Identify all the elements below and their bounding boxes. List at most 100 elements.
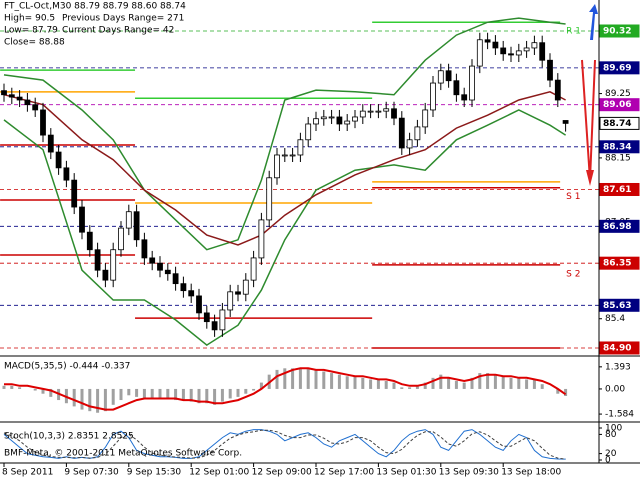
candle-body (414, 126, 421, 141)
level-label: S 2 (566, 269, 580, 279)
candle-body (320, 116, 327, 120)
candle-body (523, 47, 530, 52)
candle-body (110, 249, 117, 281)
candle-body (164, 269, 171, 275)
time-label: 13 Sep 18:00 (501, 468, 561, 478)
copyright: BMF-Meta, © 2001-2011 MetaQuotes Softwar… (4, 449, 242, 459)
candle-body (453, 80, 460, 96)
stoch-line (3, 429, 566, 460)
macd-bar (353, 376, 357, 389)
up-arrow (589, 4, 598, 40)
macd-bar (532, 379, 536, 389)
macd-bar (314, 369, 318, 389)
macd-bar (345, 376, 349, 389)
y-tick-label: -1.584 (605, 410, 634, 420)
time-label: 12 Sep 01:00 (189, 468, 249, 478)
header-text: Close= 88.88 (4, 38, 65, 48)
candle-body (445, 70, 452, 82)
candle-body (125, 211, 132, 229)
macd-bar (501, 376, 505, 389)
macd-bar (439, 374, 443, 389)
candle-body (1, 90, 7, 96)
candle-body (63, 167, 70, 181)
y-tick-label: 85.4 (605, 314, 625, 324)
plot-layer: R 1 S 1 S 2 (0, 17, 599, 460)
price-label: 86.98 (603, 222, 631, 232)
macd-bar (41, 388, 45, 394)
candle-body (16, 96, 23, 101)
y-tick-label: 1.393 (605, 362, 631, 372)
header-text: Low= 87.79 (4, 26, 58, 36)
price-label-box (599, 98, 640, 112)
macd-bar (49, 388, 53, 397)
candle-body (172, 273, 179, 285)
time-label: 12 Sep 09:00 (252, 468, 312, 478)
candle-body (359, 110, 366, 118)
candle-body (375, 110, 382, 113)
macd-bar (119, 388, 123, 401)
macd-bar (330, 373, 334, 389)
price-label: 87.61 (603, 185, 631, 195)
macd-bar (400, 387, 404, 389)
macd-bar (384, 381, 388, 389)
down-arrow-head (586, 170, 594, 186)
candle-body (305, 123, 312, 141)
candle-body (203, 312, 210, 323)
time-label: 13 Sep 09:30 (439, 468, 499, 478)
candle-body (554, 79, 561, 101)
macd-bar (150, 388, 154, 399)
macd-bar (174, 388, 178, 401)
macd-bar (88, 388, 92, 412)
macd-bar (376, 379, 380, 389)
candle-body (219, 309, 226, 331)
macd-bar (306, 368, 310, 389)
candle-body (157, 262, 163, 271)
price-label-box (599, 298, 640, 312)
candle-body (406, 139, 413, 149)
candle-body (235, 291, 241, 295)
macd-bar (213, 388, 217, 405)
y-tick-label: 100 (605, 424, 622, 434)
header-text: Current Days Range= 42 (62, 26, 174, 36)
candle-body (476, 39, 483, 67)
macd-bar (228, 388, 232, 399)
price-label: 84.90 (603, 343, 631, 353)
macd-bar (454, 381, 458, 389)
candle-body (352, 116, 358, 122)
candle-body (461, 94, 468, 101)
candle-body (508, 53, 514, 56)
macd-bar (462, 382, 466, 389)
macd-bar (111, 388, 115, 405)
macd-bar (283, 368, 287, 389)
candle-body (500, 47, 507, 55)
macd-bar (478, 373, 482, 389)
macd-bar (244, 388, 248, 394)
macd-bar (322, 371, 326, 389)
y-tick-label: 0 (605, 456, 611, 466)
macd-bar (103, 388, 107, 412)
candle-body (47, 134, 54, 153)
macd-bar (564, 388, 568, 396)
stoch-line (3, 429, 566, 460)
macd-bar (2, 385, 6, 389)
candle-body (430, 82, 436, 111)
time-label: 13 Sep 01:30 (376, 468, 436, 478)
candle-body (274, 154, 280, 179)
time-label: 9 Sep 07:30 (64, 468, 119, 478)
time-label: 8 Sep 2011 (2, 468, 53, 478)
candle-body (297, 139, 304, 156)
candle-body (531, 42, 538, 49)
candle-body (383, 108, 390, 112)
candle-body (562, 120, 569, 124)
price-label: 86.35 (603, 259, 631, 269)
candle-body (515, 50, 522, 56)
macd-bar (291, 368, 295, 389)
candle-body (79, 206, 85, 233)
price-label: 89.69 (603, 63, 631, 73)
candle-body (196, 295, 202, 314)
candle-body (539, 42, 546, 61)
price-label-box (599, 140, 640, 154)
price-label: 88.74 (603, 119, 631, 129)
candle-body (289, 154, 296, 157)
